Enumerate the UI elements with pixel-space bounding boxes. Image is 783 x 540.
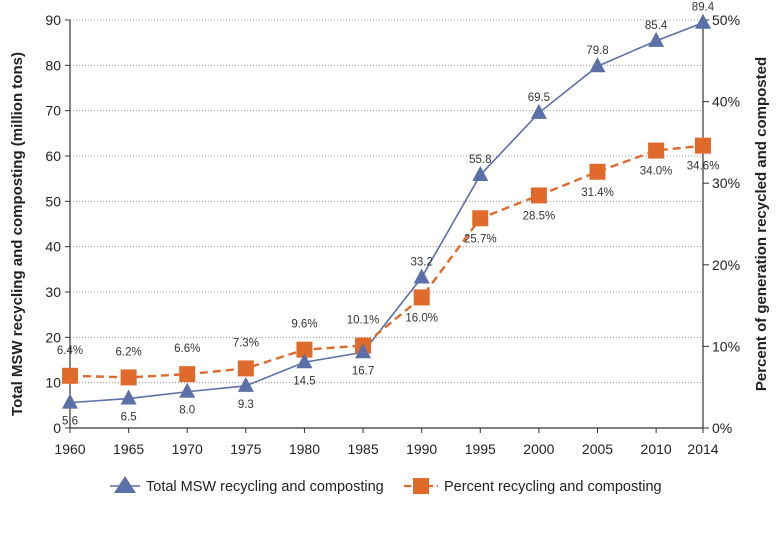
total-msw-point	[237, 376, 254, 392]
percent-point	[648, 142, 665, 159]
legend-triangle-marker-icon	[114, 476, 136, 493]
series-line-percent	[69, 144, 704, 379]
percent-data-label: 16.0%	[405, 312, 438, 324]
right-tick-label: 50%	[712, 12, 740, 28]
percent-point	[589, 163, 606, 180]
left-axis-ticks: 0 10 20 30 40 50 60 70 80 90	[45, 12, 70, 436]
x-tick-label: 1995	[465, 441, 496, 457]
total-msw-point	[413, 268, 430, 284]
percent-data-label: 10.1%	[347, 315, 380, 327]
gridlines	[70, 19, 703, 384]
x-tick-label: 2014	[687, 441, 718, 457]
x-tick-label: 1975	[230, 441, 261, 457]
legend-square-marker-icon	[413, 478, 429, 494]
total-msw-data-label: 69.5	[528, 92, 550, 104]
right-tick-label: 0%	[712, 420, 732, 436]
total-msw-data-label: 85.4	[645, 20, 668, 32]
percent-point	[237, 360, 254, 377]
total-msw-data-label: 33.2	[410, 256, 432, 268]
total-msw-point	[62, 393, 78, 409]
percent-point	[120, 369, 137, 386]
left-tick-label: 80	[45, 57, 61, 73]
total-msw-data-label: 55.8	[469, 154, 491, 166]
total-msw-point	[296, 353, 313, 369]
legend-item-percent: Percent recycling and composting	[404, 478, 662, 495]
total-msw-data-label: 9.3	[238, 399, 254, 411]
total-msw-data-label: 79.8	[586, 45, 608, 57]
left-axis-title: Total MSW recycling and composting (mill…	[9, 52, 26, 416]
right-tick-label: 10%	[712, 338, 740, 354]
x-tick-label: 1980	[289, 441, 320, 457]
x-tick-label: 1960	[54, 441, 85, 457]
left-tick-label: 0	[53, 420, 61, 436]
total-msw-point	[472, 166, 489, 182]
percent-data-label: 7.3%	[233, 337, 259, 349]
data-labels: 5.6 6.5 8.0 9.3 14.5 16.7 33.2 55.8 69.5 79.8 85.4…	[57, 2, 719, 428]
x-tick-label: 2000	[523, 441, 554, 457]
right-tick-label: 30%	[712, 175, 740, 191]
legend: Total MSW recycling and composting Perce…	[110, 476, 662, 495]
total-msw-data-label: 14.5	[293, 375, 315, 387]
right-tick-label: 40%	[712, 94, 740, 110]
axes	[69, 20, 704, 429]
x-tick-label: 1965	[113, 441, 144, 457]
percent-point	[695, 137, 711, 154]
legend-label-total-msw: Total MSW recycling and composting	[146, 479, 384, 495]
total-msw-point	[648, 31, 665, 47]
percent-point	[179, 366, 196, 383]
legend-item-total-msw: Total MSW recycling and composting	[110, 476, 384, 495]
total-msw-data-label: 6.5	[121, 412, 137, 424]
series	[62, 13, 711, 409]
series-line-total-msw	[69, 21, 704, 404]
right-tick-label: 20%	[712, 257, 740, 273]
percent-data-label: 25.7%	[464, 233, 497, 245]
percent-data-label: 9.6%	[291, 319, 317, 331]
percent-data-label: 34.0%	[640, 166, 673, 178]
x-tick-label: 1970	[172, 441, 203, 457]
right-axis-title: Percent of generation recycled and compo…	[753, 57, 770, 391]
percent-data-label: 34.6%	[687, 161, 720, 173]
right-axis-ticks: 0% 10% 20% 30% 40% 50%	[703, 12, 740, 436]
percent-data-label: 28.5%	[523, 210, 556, 222]
total-msw-point	[589, 57, 606, 73]
left-tick-label: 30	[45, 284, 61, 300]
x-tick-label: 2010	[641, 441, 672, 457]
total-msw-point	[179, 382, 196, 398]
percent-point	[413, 289, 430, 306]
total-msw-data-label: 5.6	[62, 416, 78, 428]
total-msw-point	[695, 13, 711, 29]
total-msw-data-label: 16.7	[352, 365, 374, 377]
x-tick-label: 1990	[406, 441, 437, 457]
percent-data-label: 31.4%	[581, 187, 614, 199]
x-tick-label: 1985	[347, 441, 378, 457]
percent-point	[530, 187, 547, 204]
left-tick-label: 90	[45, 12, 61, 28]
percent-data-label: 6.6%	[174, 343, 200, 355]
total-msw-point	[355, 343, 372, 359]
percent-point	[472, 210, 489, 227]
left-tick-label: 20	[45, 329, 61, 345]
total-msw-data-label: 8.0	[179, 405, 195, 417]
left-tick-label: 50	[45, 193, 61, 209]
percent-point	[62, 367, 78, 384]
x-axis-ticks: 1960 1965 1970 1975 1980 1985 1990 1995 2000 2005…	[54, 428, 719, 457]
left-tick-label: 60	[45, 148, 61, 164]
percent-point	[296, 341, 313, 358]
left-tick-label: 40	[45, 239, 61, 255]
left-tick-label: 10	[45, 375, 61, 391]
percent-data-label: 6.2%	[116, 346, 142, 358]
total-msw-data-label: 89.4	[692, 2, 715, 14]
legend-label-percent: Percent recycling and composting	[444, 479, 662, 495]
percent-data-label: 6.4%	[57, 345, 83, 357]
left-tick-label: 70	[45, 103, 61, 119]
total-msw-point	[530, 103, 547, 119]
x-tick-label: 2005	[582, 441, 613, 457]
total-msw-point	[120, 389, 137, 405]
